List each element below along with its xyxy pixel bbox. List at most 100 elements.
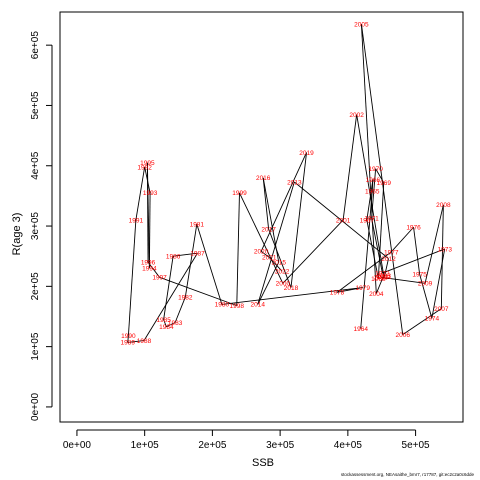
series-segment [366,179,374,221]
series-segment [419,274,433,319]
series-segment [440,204,444,309]
data-point-label: 1987 [190,250,205,257]
series-segment [380,276,385,278]
data-point-label: 2022 [275,269,290,276]
data-point-label: 2001 [336,217,351,224]
series-segment [196,224,223,305]
series-segment [174,297,186,323]
series-segment [159,276,237,307]
data-point-label: 1994 [142,266,157,273]
series-segment [294,181,389,259]
series-segment [147,261,160,278]
data-point-label: 2021 [262,255,277,262]
series-segment [375,275,385,294]
series-segment [371,168,377,219]
data-point-label: 1968 [371,276,386,283]
data-point-label: 1998 [230,303,245,310]
series-segment [127,219,137,336]
series-segment [360,191,373,329]
data-point-label: 2006 [395,332,410,339]
series-segment [166,322,176,328]
data-point-label: 1966 [366,177,381,184]
data-point-label: 2007 [434,306,449,313]
y-tick-label: 3e+05 [30,212,41,241]
series-segment [236,192,240,306]
x-tick-label: 5e+05 [402,440,431,451]
series-segment [424,204,444,284]
data-point-label: 1997 [152,275,167,282]
data-point-label: 1970 [368,166,383,173]
data-point-label: 2000 [276,281,291,288]
series-segment [383,258,389,277]
x-tick-label: 2e+05 [198,440,227,451]
series-segment [390,226,414,253]
series-segment [262,177,270,230]
series-segment [402,308,442,335]
data-point-label: 1996 [141,260,156,267]
y-tick-label: 1e+05 [30,332,41,361]
data-point-label: 2015 [272,260,287,267]
y-tick-label: 0e+00 [30,392,41,421]
data-point-label: 2011 [377,274,391,281]
data-point-label: 2009 [418,281,433,288]
axes: 0e+00 1e+05 2e+05 3e+05 4e+05 5e+05 0e+00 1e+05… [30,11,464,451]
series-segment [135,166,146,221]
data-point-label: 1975 [412,272,427,279]
data-point-label: 1982 [178,294,193,301]
series-segment [413,227,421,275]
x-tick-label: 3e+05 [266,440,295,451]
data-point-label: 1973 [437,246,452,253]
series-segment [371,218,383,274]
data-point-label: 1990 [121,333,136,340]
plot-frame [59,11,464,423]
data-point-label: 1974 [425,316,440,323]
series-segment [257,262,280,305]
connecting-lines [127,23,446,343]
data-point-label: 1986 [166,253,181,260]
series-segment [146,162,149,263]
data-point-label: 2019 [299,150,314,157]
data-point-label: 2018 [284,285,299,292]
data-point-label: 1995 [140,160,155,167]
data-point-label: 2004 [369,291,384,298]
data-point-label: 2016 [256,175,271,182]
data-point-label: 1981 [190,222,205,229]
series-segment [290,152,307,288]
series-segment [260,251,270,258]
series-segment [382,248,445,274]
series-segment [342,114,358,221]
data-point-label: 1976 [406,225,421,232]
data-point-label: 2003 [377,273,392,280]
y-tick-label: 6e+05 [30,31,41,60]
data-point-label: 1983 [168,320,183,327]
data-point-label: 1992 [137,164,152,171]
series-segment [221,287,363,305]
data-point-label: 1969 [377,180,392,187]
data-point-label: 1988 [137,338,152,345]
data-point-label: 1972 [375,270,390,277]
data-point-label: 1999 [232,190,247,197]
data-point-label: 1967 [360,217,375,224]
data-point-label: 2017 [261,226,276,233]
x-tick-label: 4e+05 [334,440,363,451]
x-tick-label: 1e+05 [131,440,160,451]
data-point-label: 1984 [159,324,174,331]
data-point-label: 1985 [156,317,171,324]
footer-credit: stockassessment.org, NEAsaithe_bmr7, r17… [340,472,474,477]
series-segment [163,256,174,320]
series-segment [380,276,426,284]
y-axis-title: R(age 3) [11,213,23,256]
data-point-label: 1965 [365,188,380,195]
data-point-label: 1964 [353,326,368,333]
data-point-label: 2013 [287,179,302,186]
point-labels: 1964 1965 1966 1967 1968 1969 1970 1971 1972 1973… [120,21,452,346]
series-segment [366,219,379,279]
y-tick-label: 4e+05 [30,151,41,180]
series-segment [336,251,392,293]
data-point-label: 1979 [356,285,371,292]
data-point-label: 1991 [129,217,144,224]
series-segment [127,340,145,343]
data-point-label: 1993 [143,190,158,197]
series-segment [184,224,198,298]
